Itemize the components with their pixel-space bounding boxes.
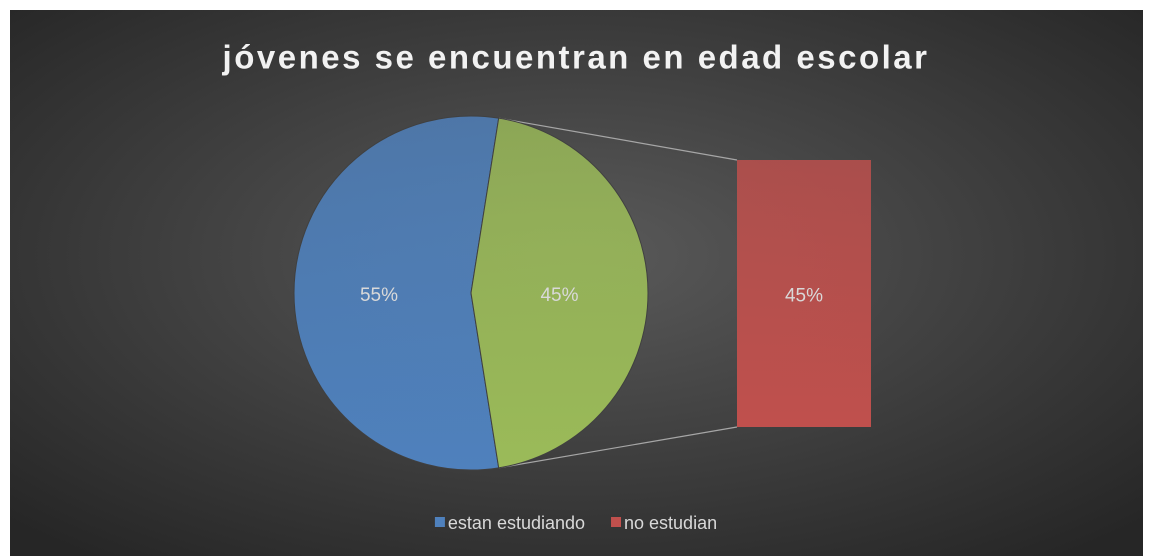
legend-swatch	[434, 517, 445, 527]
data-label: 55%	[360, 285, 398, 306]
legend-label: no estudian	[624, 513, 717, 533]
connector-line	[498, 117, 738, 161]
data-label: 45%	[785, 286, 823, 307]
data-label: 45%	[540, 285, 578, 306]
pie-slice	[470, 117, 649, 469]
legend-label: estan estudiando	[448, 513, 585, 533]
pie-slice	[293, 115, 500, 471]
chart-title: jóvenes se encuentran en edad escolar	[222, 39, 930, 76]
bar-segment	[737, 160, 871, 427]
connector-line	[498, 426, 738, 469]
legend-swatch	[611, 517, 622, 527]
